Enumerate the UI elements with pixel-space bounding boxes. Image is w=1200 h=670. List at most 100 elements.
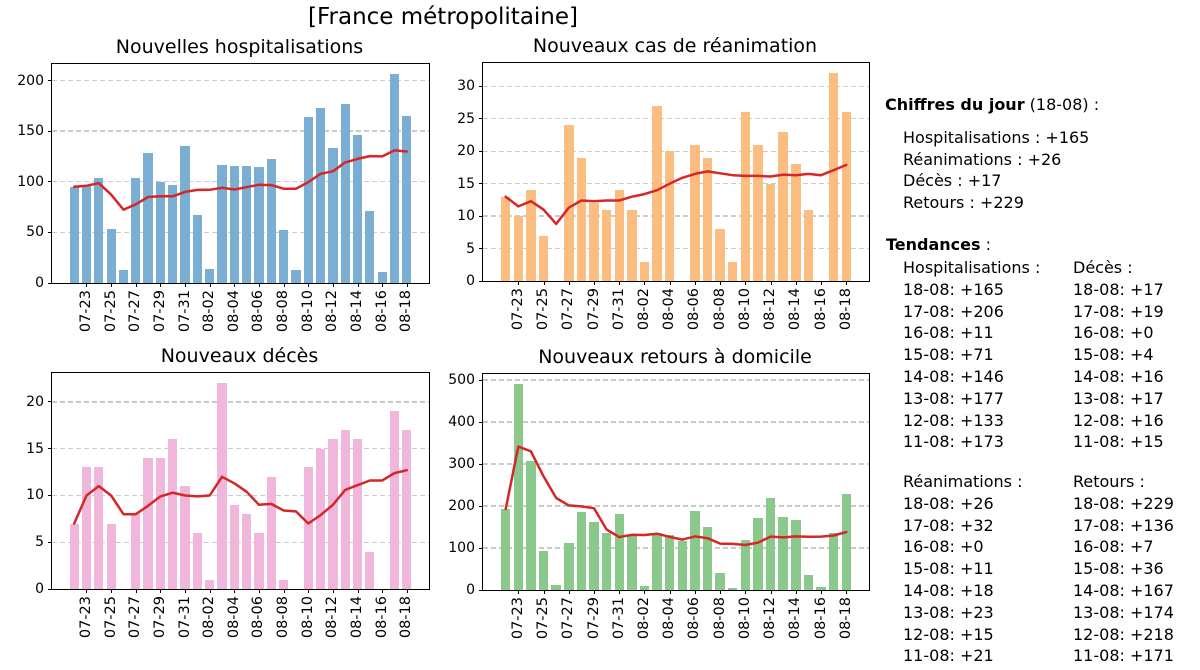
- gridline: [52, 448, 429, 450]
- tendances-row: 15-08: +11: [903, 559, 994, 579]
- x-tick-label: 08-12: [324, 290, 341, 333]
- x-tick-mark: [594, 281, 595, 285]
- bar-08-04: [664, 151, 675, 281]
- chart-title-retours: Nouveaux retours à domicile: [538, 346, 812, 368]
- y-tick-mark: [48, 130, 52, 132]
- x-tick-label: 08-08: [711, 288, 728, 331]
- bar-07-24: [526, 190, 536, 281]
- bar-08-15: [365, 551, 375, 589]
- gridline: [52, 79, 429, 82]
- bar-07-25: [538, 235, 549, 281]
- y-tick-label: 400: [448, 414, 475, 431]
- bar-08-10: [740, 540, 751, 590]
- y-tick-mark: [479, 505, 483, 507]
- x-tick-label: 08-06: [250, 596, 267, 639]
- x-tick-mark: [543, 281, 545, 285]
- bar-08-17: [389, 411, 400, 589]
- tendances-row: 18-08: +17: [1073, 279, 1164, 299]
- bar-08-08: [715, 229, 725, 281]
- x-tick-mark: [568, 281, 570, 285]
- bar-07-28: [576, 512, 587, 590]
- y-tick-label: 20: [457, 143, 475, 160]
- tendances-row: 12-08: +16: [1073, 410, 1164, 430]
- bar-08-03: [652, 105, 662, 281]
- tendances-deces-column: Décès : 18-08: +17 17-08: +19 16-08: +0 15-0…: [1073, 257, 1164, 453]
- y-tick-label: 0: [35, 581, 44, 597]
- chiffres-du-jour-label: Chiffres du jour: [885, 95, 1025, 114]
- tendances-row: 14-08: +16: [1073, 366, 1164, 386]
- bar-08-13: [778, 131, 788, 281]
- x-tick-label: 07-27: [560, 597, 577, 640]
- bar-07-29: [589, 521, 599, 590]
- x-tick-mark: [111, 283, 113, 287]
- bar-08-03: [217, 383, 227, 589]
- x-tick-mark: [644, 590, 646, 594]
- bar-08-01: [627, 535, 637, 590]
- x-tick-mark: [332, 589, 334, 593]
- bar-08-14: [791, 519, 801, 590]
- bar-08-15: [803, 574, 814, 590]
- gridline: [483, 118, 869, 120]
- gridline: [52, 130, 429, 132]
- bar-08-05: [677, 540, 688, 590]
- y-tick-label: 5: [466, 240, 475, 257]
- x-tick-mark: [619, 281, 621, 285]
- bar-08-07: [266, 159, 276, 283]
- x-tick-label: 08-06: [686, 597, 703, 640]
- y-tick-label: 15: [26, 440, 44, 457]
- gridline: [483, 421, 869, 423]
- tendances-row: 12-08: +15: [903, 624, 994, 644]
- y-tick-mark: [479, 248, 483, 250]
- tendances-row: 11-08: +21: [903, 646, 994, 666]
- x-tick-mark: [234, 283, 236, 287]
- bar-08-07: [702, 157, 713, 281]
- x-tick-label: 08-14: [349, 596, 366, 639]
- bar-08-10: [303, 116, 313, 283]
- x-tick-label: 08-04: [225, 290, 242, 333]
- tendances-row: 17-08: +32: [903, 515, 994, 535]
- x-tick-mark: [795, 590, 797, 594]
- stats-panel: Chiffres du jour (18-08) : Hospitalisati…: [882, 95, 1198, 670]
- x-tick-mark: [283, 589, 285, 593]
- bar-08-16: [816, 587, 826, 590]
- bar-08-05: [242, 514, 252, 589]
- tendances-row: 11-08: +173: [903, 432, 1004, 452]
- y-tick-mark: [479, 85, 483, 87]
- y-tick-mark: [48, 541, 52, 543]
- x-tick-mark: [308, 589, 310, 593]
- x-tick-mark: [135, 589, 137, 593]
- tendances-row: 13-08: +23: [903, 602, 994, 622]
- bar-07-27: [131, 514, 141, 589]
- y-tick-mark: [479, 421, 483, 423]
- figure-title: [France métropolitaine]: [307, 4, 579, 30]
- x-tick-label: 07-23: [509, 597, 526, 640]
- x-tick-label: 08-02: [201, 596, 218, 639]
- x-tick-label: 07-23: [77, 596, 94, 639]
- bar-08-04: [664, 534, 675, 590]
- gridline: [483, 463, 869, 465]
- bar-08-10: [740, 112, 751, 281]
- x-tick-label: 08-12: [762, 288, 779, 331]
- bar-08-05: [242, 165, 252, 283]
- y-tick-mark: [479, 547, 483, 549]
- bar-07-23: [513, 216, 524, 281]
- x-tick-mark: [846, 281, 848, 285]
- bar-07-25: [538, 551, 549, 590]
- y-tick-label: 100: [448, 540, 475, 557]
- bar-08-12: [765, 183, 776, 281]
- tendances-row: 16-08: +7: [1073, 537, 1154, 557]
- ma7-line: [72, 468, 409, 525]
- bar-08-11: [753, 518, 763, 590]
- y-tick-label: 10: [26, 487, 44, 504]
- bar-07-22: [69, 186, 79, 283]
- bar-07-30: [601, 533, 612, 590]
- x-tick-label: 08-18: [398, 596, 415, 639]
- y-tick-label: 10: [457, 208, 475, 225]
- chiffres-du-jour-date: (18-08) :: [1024, 95, 1100, 114]
- bar-08-11: [753, 144, 763, 281]
- gridline: [52, 494, 429, 497]
- x-tick-mark: [795, 281, 797, 285]
- gridline: [483, 85, 869, 88]
- x-tick-label: 08-06: [250, 290, 267, 333]
- y-tick-label: 200: [17, 72, 44, 89]
